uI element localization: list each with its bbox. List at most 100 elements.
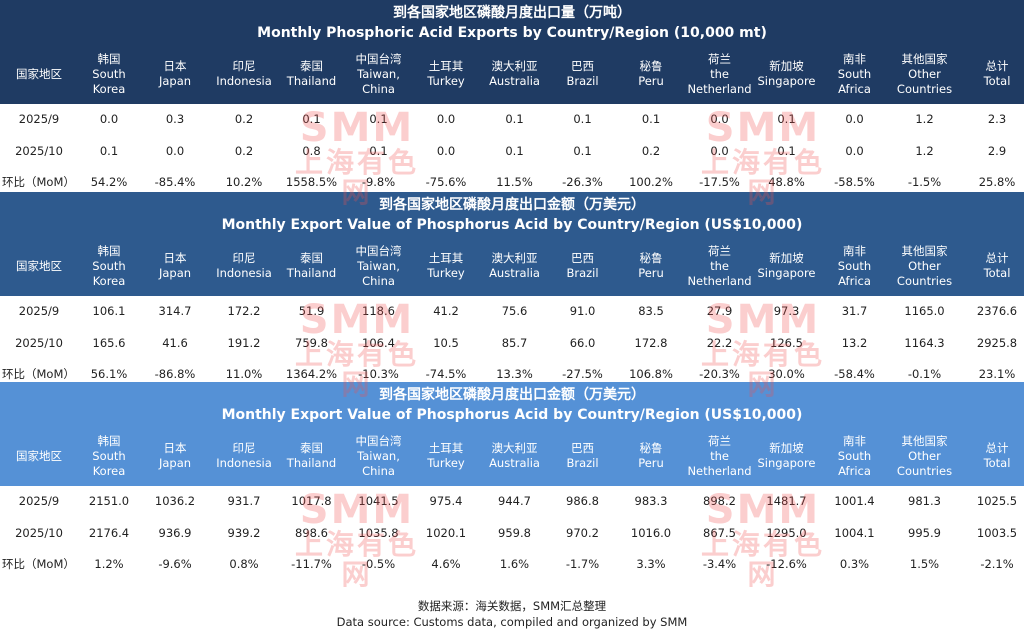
column-header-en: Thailand (286, 266, 337, 280)
table-cell: 0.1 (99, 144, 119, 158)
row-label: 2025/9 (18, 494, 60, 508)
table-cell: 0.0 (436, 112, 456, 126)
table-cell: 172.8 (634, 336, 668, 350)
column-header: 韩国 South Korea (78, 426, 140, 486)
column-header-en: Other Countries (896, 258, 953, 288)
column-header-cn: 秘鲁 (639, 59, 663, 73)
table-cell: 13.3% (496, 367, 533, 381)
table-cell: -11.7% (291, 557, 332, 571)
table-cell: -27.5% (562, 367, 603, 381)
table-cell: 0.0 (165, 144, 185, 158)
column-header-row: 国家地区 韩国 South Korea 日本 Japan 印尼 Indonesia 泰国 Tha… (0, 236, 1024, 296)
table-cell: 56.1% (90, 367, 128, 381)
table-cell: 986.8 (566, 494, 599, 508)
column-header-en: Brazil (566, 74, 599, 88)
table-cell: 1020.1 (425, 526, 467, 540)
table-cell: 0.2 (234, 112, 254, 126)
column-header-en: Indonesia (216, 266, 272, 280)
table-cell: 1364.2% (285, 367, 338, 381)
row-label: 2025/10 (15, 144, 63, 158)
column-header-cn: 其他国家 (901, 243, 948, 258)
table-cell: -26.3% (562, 175, 603, 189)
table-cell: 22.2 (706, 336, 733, 350)
table-cell: 91.0 (569, 304, 596, 318)
column-header-en: Thailand (286, 456, 337, 470)
table-cell: 11.5% (496, 175, 533, 189)
table-section-1: 到各国家地区磷酸月度出口量（万吨） Monthly Phosphoric Acid… (0, 0, 1024, 196)
column-header-en: South Korea (92, 258, 126, 288)
column-header: 印尼 Indonesia (210, 44, 278, 104)
section-title: 到各国家地区磷酸月度出口金额（万美元） Monthly Export Value … (0, 192, 1024, 236)
table-cell: 106.4 (362, 336, 395, 350)
column-header-row: 国家地区 韩国 South Korea 日本 Japan 印尼 Indonesia 泰国 Tha… (0, 44, 1024, 104)
column-header-en: South Africa (837, 448, 872, 478)
table-cell: 191.2 (227, 336, 261, 350)
table-cell: 0.2 (641, 144, 661, 158)
table-cell: 1036.2 (154, 494, 196, 508)
column-header-en: Japan (158, 266, 192, 280)
data-table: 国家地区 韩国 South Korea 日本 Japan 印尼 Indonesia 泰国 Tha… (0, 426, 1024, 578)
table-cell: 0.0 (436, 144, 456, 158)
column-header-en: Total (983, 456, 1011, 470)
column-header-cn: 泰国 (300, 441, 323, 455)
column-header: 日本 Japan (140, 236, 210, 296)
table-cell: 970.2 (566, 526, 599, 540)
column-header: 秘鲁 Peru (616, 426, 686, 486)
table-cell: 83.5 (638, 304, 664, 318)
table-cell: 100.2% (629, 175, 673, 189)
table-row: 2025/10 165.6 41.6 191.2 759.8 106.4 10.5 85.7 6… (0, 326, 1024, 360)
table-cell: 1004.1 (834, 526, 875, 540)
table-cell: 41.2 (433, 304, 459, 318)
table-cell: 106.8% (629, 367, 673, 381)
table-cell: 0.3% (839, 557, 870, 571)
row-label: 环比（MoM） (2, 175, 75, 189)
column-header: 巴西 Brazil (549, 44, 616, 104)
column-header-en: Peru (638, 74, 664, 88)
column-header-cn: 澳大利亚 (491, 251, 538, 265)
column-header: 中国台湾 Taiwan, China (345, 44, 412, 104)
column-header-cn: 荷兰 (708, 51, 731, 66)
column-header-cn: 日本 (163, 441, 187, 455)
table-cell: 106.1 (92, 304, 126, 318)
table-cell: -9.6% (158, 557, 192, 571)
data-table: 国家地区 韩国 South Korea 日本 Japan 印尼 Indonesia 泰国 Tha… (0, 44, 1024, 196)
table-cell: 1558.5% (285, 175, 338, 189)
column-header-cn: 秘鲁 (639, 441, 663, 455)
table-cell: -58.5% (834, 175, 875, 189)
table-cell: -1.5% (907, 175, 942, 189)
column-header-en: Japan (158, 456, 192, 470)
row-label: 环比（MoM） (2, 557, 75, 571)
table-cell: -75.6% (425, 175, 467, 189)
column-header-en: Singapore (757, 266, 816, 280)
table-cell: 0.0 (710, 144, 729, 158)
table-cell: 1295.0 (766, 526, 807, 540)
column-header: 韩国 South Korea (78, 236, 140, 296)
column-header-en: Total (983, 74, 1011, 88)
column-header-en: the Netherland (687, 448, 752, 478)
column-header-en: Turkey (427, 74, 465, 88)
row-header-label: 国家地区 (16, 258, 62, 273)
column-header: 其他国家 Other Countries (889, 426, 960, 486)
table-cell: 867.5 (703, 526, 736, 540)
row-label: 2025/10 (15, 526, 63, 540)
source-en: Data source: Customs data, compiled and … (336, 615, 688, 629)
column-header-row: 国家地区 韩国 South Korea 日本 Japan 印尼 Indonesia 泰国 Tha… (0, 426, 1024, 486)
table-cell: 995.9 (908, 526, 941, 540)
table-cell: 30.0% (768, 367, 805, 381)
column-header-cn: 土耳其 (428, 251, 464, 265)
table-cell: 314.7 (158, 304, 192, 318)
table-cell: -2.1% (980, 557, 1014, 571)
column-header-en: Taiwan, China (357, 448, 400, 478)
table-cell: 1165.0 (904, 304, 945, 318)
column-header-cn: 荷兰 (708, 243, 731, 258)
column-header: 土耳其 Turkey (412, 44, 480, 104)
column-header-en: Thailand (286, 74, 337, 88)
column-header-en: Australia (489, 456, 540, 470)
column-header-cn: 新加坡 (769, 251, 804, 265)
table-cell: 759.8 (295, 336, 328, 350)
column-header-cn: 土耳其 (428, 59, 464, 73)
column-header: 总计 Total (960, 426, 1024, 486)
source-footer: 数据来源：海关数据，SMM汇总整理 Data source: Customs d… (0, 598, 1024, 630)
table-cell: 3.3% (636, 557, 666, 571)
column-header-cn: 总计 (985, 251, 1009, 265)
